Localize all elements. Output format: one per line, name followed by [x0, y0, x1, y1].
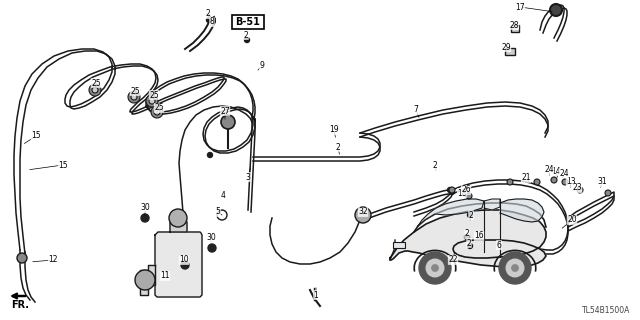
Circle shape — [17, 253, 27, 263]
Bar — [393, 242, 405, 248]
Circle shape — [499, 252, 531, 284]
Text: 2: 2 — [244, 30, 248, 39]
Circle shape — [154, 109, 160, 115]
Circle shape — [506, 259, 524, 277]
Text: 22: 22 — [448, 255, 458, 265]
Circle shape — [507, 179, 513, 185]
Text: 17: 17 — [515, 3, 525, 12]
Text: 19: 19 — [329, 125, 339, 134]
Circle shape — [447, 188, 452, 193]
Circle shape — [465, 235, 470, 239]
Bar — [505, 48, 515, 55]
Text: 25: 25 — [149, 91, 159, 100]
Polygon shape — [484, 199, 500, 210]
Text: 2: 2 — [465, 229, 469, 238]
Circle shape — [426, 259, 444, 277]
Text: 2: 2 — [205, 10, 211, 19]
Circle shape — [577, 187, 583, 193]
Text: 20: 20 — [567, 215, 577, 225]
Polygon shape — [140, 265, 155, 295]
Circle shape — [208, 244, 216, 252]
Text: 15: 15 — [31, 132, 41, 140]
Text: 18: 18 — [457, 188, 467, 197]
Circle shape — [146, 95, 158, 107]
Text: 21: 21 — [521, 173, 531, 182]
Polygon shape — [500, 199, 544, 222]
Circle shape — [355, 207, 371, 223]
Text: 28: 28 — [509, 20, 519, 29]
Circle shape — [467, 212, 472, 218]
Text: 14: 14 — [551, 166, 561, 175]
Circle shape — [221, 115, 235, 129]
Text: 7: 7 — [413, 106, 419, 115]
Text: 25: 25 — [130, 86, 140, 95]
Polygon shape — [390, 210, 546, 267]
Circle shape — [181, 261, 189, 269]
Text: 23: 23 — [572, 183, 582, 193]
Circle shape — [463, 190, 469, 196]
Text: 13: 13 — [566, 178, 576, 187]
Circle shape — [141, 214, 149, 222]
Circle shape — [131, 94, 137, 100]
Text: 9: 9 — [260, 61, 264, 70]
Text: 30: 30 — [140, 204, 150, 212]
Circle shape — [244, 37, 250, 43]
Text: 2: 2 — [468, 211, 474, 220]
Text: 29: 29 — [501, 43, 511, 52]
Bar — [511, 25, 519, 32]
Text: 4: 4 — [221, 191, 225, 201]
Circle shape — [89, 84, 101, 96]
Text: 10: 10 — [179, 255, 189, 265]
Text: 2: 2 — [467, 238, 472, 247]
Circle shape — [449, 189, 454, 195]
Circle shape — [92, 87, 98, 93]
Text: 2: 2 — [433, 161, 437, 170]
Circle shape — [562, 179, 568, 185]
Circle shape — [432, 265, 438, 271]
Text: 24: 24 — [559, 169, 569, 178]
Circle shape — [466, 193, 472, 199]
Circle shape — [551, 177, 557, 183]
Circle shape — [135, 270, 155, 290]
Circle shape — [207, 18, 211, 22]
Circle shape — [128, 91, 140, 103]
Text: 32: 32 — [358, 207, 368, 217]
Circle shape — [550, 4, 562, 16]
Circle shape — [419, 252, 451, 284]
Text: 12: 12 — [48, 255, 58, 265]
FancyBboxPatch shape — [232, 15, 264, 29]
Circle shape — [467, 244, 472, 249]
Circle shape — [151, 106, 163, 118]
Polygon shape — [418, 199, 484, 226]
Text: 2: 2 — [335, 142, 340, 151]
Circle shape — [512, 265, 518, 271]
Text: 25: 25 — [154, 103, 164, 113]
Text: 15: 15 — [58, 161, 68, 170]
Text: 1: 1 — [314, 291, 318, 300]
Polygon shape — [170, 220, 187, 232]
Text: 26: 26 — [461, 186, 471, 195]
Text: FR.: FR. — [11, 300, 29, 310]
Polygon shape — [155, 232, 202, 297]
Circle shape — [605, 190, 611, 196]
Text: 16: 16 — [474, 231, 484, 241]
Circle shape — [207, 153, 212, 157]
Text: 27: 27 — [220, 107, 230, 116]
Text: 3: 3 — [246, 172, 250, 181]
Text: 6: 6 — [497, 241, 501, 250]
Circle shape — [449, 187, 455, 193]
Text: 24: 24 — [544, 165, 554, 174]
Text: TL54B1500A: TL54B1500A — [582, 306, 630, 315]
Text: B-51: B-51 — [236, 17, 260, 27]
Circle shape — [534, 179, 540, 185]
Text: 31: 31 — [597, 178, 607, 187]
Circle shape — [149, 98, 155, 104]
Circle shape — [217, 210, 227, 220]
Text: 8: 8 — [210, 18, 214, 27]
Text: 11: 11 — [160, 271, 170, 281]
Text: 25: 25 — [91, 78, 101, 87]
Text: 5: 5 — [216, 207, 220, 217]
Circle shape — [169, 209, 187, 227]
Text: 30: 30 — [206, 234, 216, 243]
